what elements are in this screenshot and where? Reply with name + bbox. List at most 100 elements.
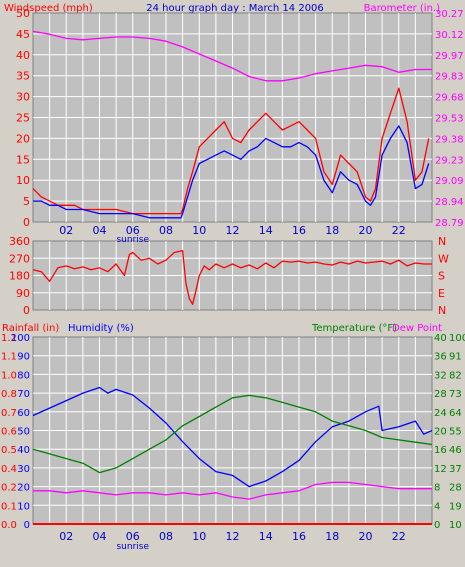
compass-tick: S: [438, 270, 445, 283]
windspeed-tick: 25: [16, 112, 30, 125]
rainfall-label: Rainfall (in): [2, 323, 59, 334]
compass-tick: E: [438, 287, 445, 300]
barometer-tick: 30.27: [435, 9, 464, 20]
barometer-tick: 29.09: [435, 176, 464, 187]
x-tick-top: 10: [192, 224, 206, 237]
humidity-tick: 30: [17, 464, 30, 475]
temperature-tick: 20: [434, 427, 447, 438]
humidity-label: Humidity (%): [68, 323, 134, 334]
sunrise-label-top: sunrise: [116, 235, 149, 245]
barometer-line: [32, 30, 432, 82]
barometer-tick: 29.68: [435, 93, 464, 104]
temperature-tick: 8: [434, 483, 440, 494]
windspeed-tick: 40: [16, 49, 30, 62]
x-tick-bottom: 18: [325, 530, 339, 543]
barometer-tick: 30.12: [435, 30, 464, 41]
barometer-label: Barometer (in.): [364, 3, 440, 14]
direction-tick: 360: [9, 235, 30, 248]
rain-tick: 0.2: [1, 483, 17, 494]
x-tick-top: 04: [93, 224, 107, 237]
dewpoint-line: [33, 481, 432, 500]
dewpoint-tick: 91: [449, 352, 462, 363]
barometer-tick: 28.79: [435, 218, 464, 229]
humidity-tick: 50: [17, 427, 30, 438]
humidity-tick: 70: [17, 389, 30, 400]
rain-tick: 0.8: [1, 389, 17, 400]
humidity-tick: 90: [17, 352, 30, 363]
barometer-tick: 29.38: [435, 134, 464, 145]
temperature-tick: 0: [434, 520, 440, 531]
windspeed-tick: 0: [23, 216, 30, 229]
barometer-tick: 29.23: [435, 155, 464, 166]
barometer-tick: 29.83: [435, 72, 464, 83]
x-tick-bottom: 16: [292, 530, 306, 543]
dewpoint-tick: 37: [449, 464, 462, 475]
x-tick-top: 12: [226, 224, 240, 237]
avg-wind-line: [33, 125, 430, 219]
x-tick-top: 14: [259, 224, 273, 237]
temperature-line: [32, 394, 433, 474]
x-tick-top: 18: [325, 224, 339, 237]
x-tick-bottom: 02: [59, 530, 73, 543]
barometer-tick: 29.97: [435, 51, 464, 62]
humidity-tick: 10: [17, 501, 30, 512]
graph-title: 24 hour graph day : March 14 2006: [146, 3, 324, 14]
x-tick-bottom: 12: [226, 530, 240, 543]
x-tick-top: 02: [59, 224, 73, 237]
temperature-tick: 40: [434, 333, 447, 344]
x-tick-top: 08: [159, 224, 173, 237]
rain-tick: 1.0: [1, 370, 17, 381]
humidity-tick: 40: [17, 445, 30, 456]
humidity-tick: 100: [11, 333, 30, 344]
humidity-tick: 20: [17, 483, 30, 494]
windspeed-label: Windspeed (mph): [4, 3, 93, 14]
dewpoint-tick: 100: [449, 333, 465, 344]
dewpoint-tick: 46: [449, 445, 462, 456]
windspeed-tick: 5: [23, 195, 30, 208]
temperature-tick: 12: [434, 464, 447, 475]
dewpoint-tick: 19: [449, 501, 462, 512]
humidity-line: [32, 386, 433, 488]
windspeed-tick: 20: [16, 132, 30, 145]
windspeed-line: [32, 87, 430, 215]
x-tick-bottom: 08: [159, 530, 173, 543]
dewpoint-label: Dew Point: [392, 323, 442, 334]
rain-tick: 0.5: [1, 445, 17, 456]
rain-tick: 0.7: [1, 408, 17, 419]
barometer-tick: 28.94: [435, 197, 464, 208]
direction-tick: 90: [16, 287, 30, 300]
windspeed-tick: 30: [16, 91, 30, 104]
humidity-tick: 80: [17, 370, 30, 381]
temperature-label: Temperature (°F): [311, 323, 397, 334]
windspeed-tick: 50: [16, 7, 30, 20]
windspeed-tick: 35: [16, 70, 30, 83]
temperature-tick: 32: [434, 370, 447, 381]
humidity-tick: 0: [24, 520, 30, 531]
x-tick-bottom: 06: [126, 530, 140, 543]
x-tick-top: 22: [392, 224, 406, 237]
direction-tick: 180: [9, 270, 30, 283]
rain-tick: 1.2: [1, 333, 17, 344]
humidity-tick: 60: [17, 408, 30, 419]
x-tick-bottom: 10: [192, 530, 206, 543]
direction-tick: 270: [9, 252, 30, 265]
dewpoint-tick: 64: [449, 408, 462, 419]
temperature-tick: 28: [434, 389, 447, 400]
windspeed-tick: 45: [16, 28, 30, 41]
rain-tick: 0.4: [1, 464, 17, 475]
temperature-tick: 24: [434, 408, 447, 419]
x-tick-top: 16: [292, 224, 306, 237]
compass-tick: N: [438, 304, 446, 317]
temperature-tick: 16: [434, 445, 447, 456]
rain-tick: 0.1: [1, 501, 17, 512]
x-tick-bottom: 04: [93, 530, 107, 543]
x-tick-top: 20: [359, 224, 373, 237]
temperature-tick: 4: [434, 501, 440, 512]
windspeed-tick: 15: [16, 153, 30, 166]
x-tick-bottom: 20: [359, 530, 373, 543]
dewpoint-tick: 73: [449, 389, 462, 400]
sunrise-label-bottom: sunrise: [116, 542, 149, 552]
compass-tick: W: [438, 252, 449, 265]
